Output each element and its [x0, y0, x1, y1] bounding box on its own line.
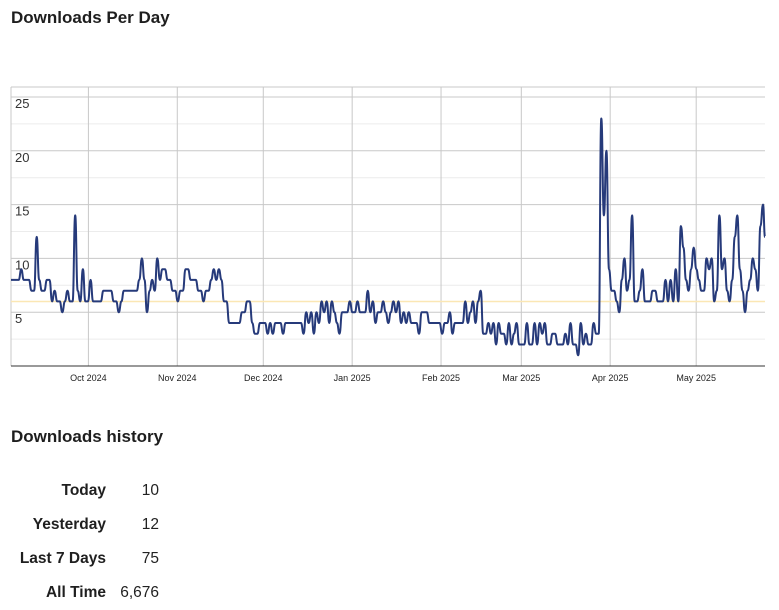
- x-tick-label: Dec 2024: [244, 373, 283, 383]
- history-label: Today: [61, 482, 107, 499]
- downloads-history-table: Today 10 Yesterday 12 Last 7 Days 75 All…: [8, 474, 159, 610]
- x-tick-label: Mar 2025: [502, 373, 540, 383]
- y-tick-label: 10: [15, 257, 29, 272]
- history-label: Last 7 Days: [19, 550, 106, 567]
- downloads-series-line: [11, 117, 766, 357]
- y-tick-label: 15: [15, 204, 29, 219]
- x-tick-label: Nov 2024: [158, 373, 197, 383]
- downloads-per-day-chart: 5 10 15 20 25 Oct 2024 Nov 2024 Dec 2024 Jan 202…: [10, 86, 766, 383]
- x-tick-label: Jan 2025: [334, 373, 371, 383]
- x-tick-label: Oct 2024: [70, 373, 107, 383]
- history-label: Yesterday: [32, 516, 106, 533]
- page-title: Downloads Per Day: [11, 8, 170, 27]
- x-tick-label: Apr 2025: [592, 373, 629, 383]
- x-tick-label: Feb 2025: [422, 373, 460, 383]
- history-value: 75: [141, 550, 159, 567]
- history-row-yesterday: Yesterday 12: [8, 508, 159, 542]
- y-tick-label: 25: [15, 96, 29, 111]
- y-tick-label: 5: [15, 311, 22, 326]
- y-tick-label: 20: [15, 150, 29, 165]
- history-value: 10: [141, 482, 159, 499]
- history-label: All Time: [45, 584, 106, 601]
- history-value: 12: [141, 516, 159, 533]
- downloads-history-title: Downloads history: [11, 427, 164, 446]
- x-tick-label: May 2025: [676, 373, 716, 383]
- history-row-today: Today 10: [8, 474, 160, 508]
- history-row-all-time: All Time 6,676: [8, 576, 159, 610]
- history-row-last-7-days: Last 7 Days 75: [8, 542, 159, 576]
- history-value: 6,676: [120, 584, 159, 601]
